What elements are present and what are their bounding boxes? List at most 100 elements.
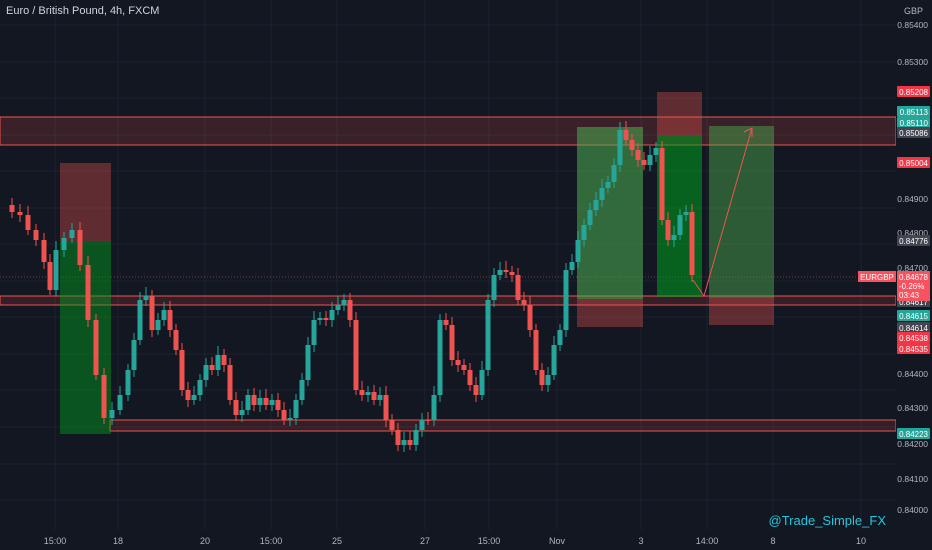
candle-body bbox=[431, 395, 437, 420]
price-tick-label: 0.84300 bbox=[897, 403, 928, 413]
candle-body bbox=[263, 398, 269, 405]
candle-body bbox=[117, 395, 123, 410]
symbol-tag-label: EURGBP bbox=[860, 273, 894, 282]
candle-body bbox=[599, 188, 605, 200]
time-tick-label: 27 bbox=[420, 536, 430, 546]
price-label-badge bbox=[897, 343, 930, 354]
candle-body bbox=[371, 392, 377, 400]
price-label: 0.85208 bbox=[899, 88, 928, 97]
arrow-head bbox=[743, 127, 753, 137]
candle-body bbox=[581, 225, 587, 240]
projected-stop-zone bbox=[709, 298, 774, 325]
candle-body bbox=[563, 270, 569, 330]
candle-body bbox=[109, 410, 115, 418]
current-price-badge bbox=[897, 271, 930, 301]
candle-body bbox=[9, 205, 15, 212]
price-label-badge bbox=[897, 106, 930, 117]
candle-body bbox=[671, 235, 677, 240]
candle-body bbox=[389, 420, 395, 430]
author-watermark: @Trade_Simple_FX bbox=[768, 513, 886, 528]
candle-body bbox=[551, 345, 557, 375]
candle-body bbox=[227, 365, 233, 400]
candle-body bbox=[413, 430, 419, 445]
price-tick-label: 0.84800 bbox=[897, 228, 928, 238]
candle-body bbox=[215, 355, 221, 370]
currency-unit: GBP bbox=[903, 6, 923, 16]
candle-body bbox=[197, 380, 203, 395]
candle-body bbox=[137, 300, 143, 340]
candle-body bbox=[287, 418, 293, 420]
candle-body bbox=[69, 230, 75, 238]
price-axis[interactable]: 0.85400 0.85300 0.84900 0.84800 0.84700 0.844… bbox=[858, 0, 932, 550]
candle-body bbox=[101, 375, 107, 418]
candle-body bbox=[179, 350, 185, 390]
candle-body bbox=[61, 238, 67, 250]
price-tick-label: 0.85400 bbox=[897, 20, 928, 30]
current-price-line-1: -0.26% bbox=[899, 282, 924, 291]
candle-body bbox=[251, 395, 257, 405]
candle-body bbox=[593, 200, 599, 210]
support-zone bbox=[109, 419, 897, 432]
candle-body bbox=[521, 300, 527, 305]
projected-target-zone bbox=[709, 126, 774, 298]
candle-body bbox=[239, 410, 245, 415]
candle-body bbox=[191, 395, 197, 400]
candle-body bbox=[617, 130, 623, 165]
price-label-badge bbox=[897, 428, 930, 439]
candle-body bbox=[233, 400, 239, 415]
time-tick-label: 8 bbox=[770, 536, 775, 546]
candle-body bbox=[269, 400, 275, 405]
stop-loss-zone bbox=[657, 92, 702, 135]
candle-body bbox=[365, 392, 371, 395]
symbol-tag bbox=[858, 271, 896, 282]
candle-body bbox=[677, 215, 683, 235]
candle-body bbox=[143, 296, 149, 300]
candle-body bbox=[641, 160, 647, 165]
candle-body bbox=[155, 320, 161, 330]
candle-body bbox=[401, 440, 407, 445]
candle-body bbox=[527, 305, 533, 330]
candle-body bbox=[257, 398, 263, 405]
candle-body bbox=[425, 420, 431, 421]
candle-body bbox=[167, 310, 173, 330]
candle-body bbox=[53, 250, 59, 290]
candle-body bbox=[131, 340, 137, 370]
chart-drawings bbox=[692, 127, 753, 298]
price-tick-label: 0.84200 bbox=[897, 439, 928, 449]
candle-body bbox=[299, 380, 305, 400]
candle-body bbox=[629, 140, 635, 150]
price-label-badge bbox=[897, 310, 930, 321]
price-label: 0.85004 bbox=[899, 159, 928, 168]
candle-body bbox=[437, 320, 443, 395]
time-axis[interactable]: 15:00 18 20 15:00 25 27 15:00 Nov 3 14:00 8 10 bbox=[44, 536, 866, 546]
candle-body bbox=[635, 150, 641, 160]
time-tick-label: 14:00 bbox=[696, 536, 719, 546]
price-label-badge bbox=[897, 157, 930, 168]
price-label-badge bbox=[897, 235, 930, 246]
candle-body bbox=[93, 320, 99, 375]
candle-body bbox=[557, 330, 563, 345]
candle-body bbox=[689, 212, 695, 275]
price-label-badge bbox=[897, 332, 930, 343]
candle-body bbox=[467, 370, 473, 385]
candle-body bbox=[623, 130, 629, 140]
candle-body bbox=[407, 440, 413, 445]
candle-body bbox=[659, 148, 665, 220]
price-tick-label: 0.84700 bbox=[897, 263, 928, 273]
candlestick-series bbox=[9, 121, 695, 452]
price-label: 0.85113 bbox=[900, 108, 929, 117]
candle-body bbox=[443, 320, 449, 325]
candle-body bbox=[509, 272, 515, 275]
price-label: 0.84614 bbox=[899, 324, 928, 333]
price-tick-label: 0.84000 bbox=[897, 505, 928, 515]
chart-grid bbox=[0, 0, 896, 530]
symbol-title: Euro / British Pound, 4h, FXCM bbox=[6, 5, 160, 17]
candle-body bbox=[611, 165, 617, 182]
candle-body bbox=[293, 400, 299, 418]
price-tick-label: 0.84100 bbox=[897, 474, 928, 484]
candle-body bbox=[419, 420, 425, 430]
candle-body bbox=[33, 230, 39, 240]
current-price-line-2: 03:43 bbox=[899, 291, 920, 300]
price-tick-label: 0.85300 bbox=[897, 57, 928, 67]
